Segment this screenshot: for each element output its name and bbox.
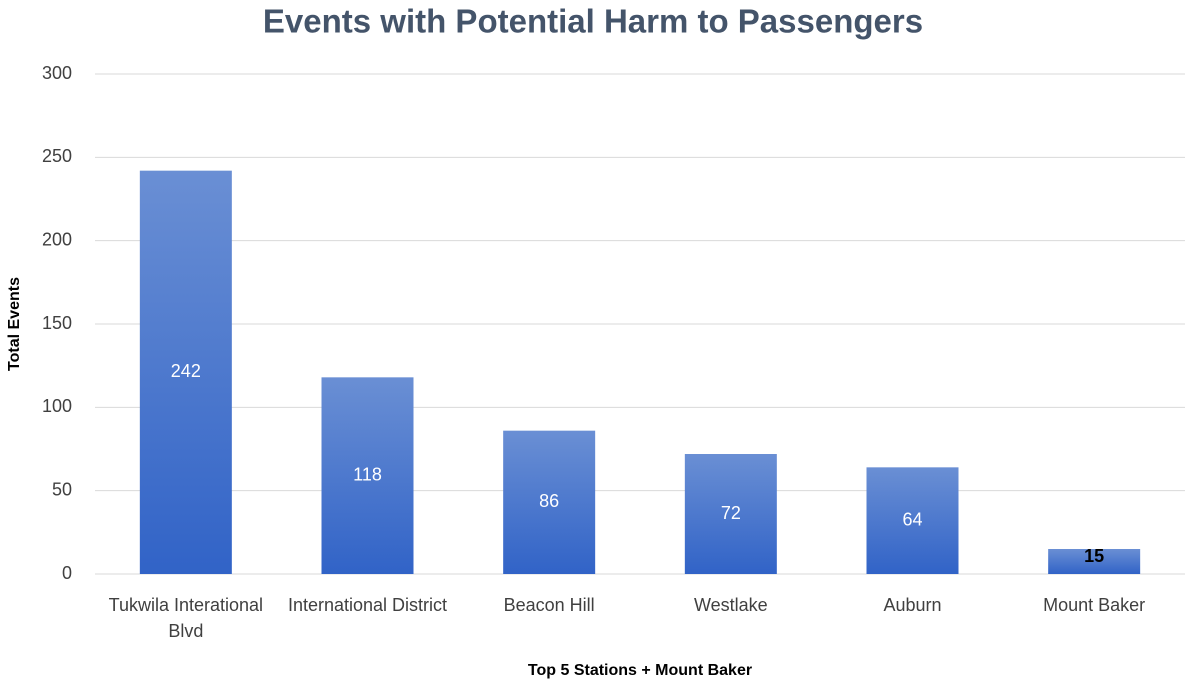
data-label: 72 <box>721 503 741 523</box>
x-tick-label: Mount Baker <box>1043 595 1146 615</box>
bar <box>1048 549 1141 574</box>
y-tick-label: 0 <box>62 563 72 583</box>
x-tick-label: Beacon Hill <box>503 595 595 615</box>
x-axis-title: Top 5 Stations + Mount Baker <box>528 662 752 679</box>
bar <box>866 467 959 574</box>
data-label: 15 <box>1084 546 1104 566</box>
x-tick-label: Tukwila Interational Blvd <box>108 595 264 641</box>
y-tick-label: 150 <box>42 313 72 333</box>
x-tick-label: Auburn <box>883 595 942 615</box>
chart-title: Events with Potential Harm to Passengers <box>263 3 923 40</box>
y-tick-label: 50 <box>52 479 72 499</box>
data-label: 118 <box>353 464 382 484</box>
data-label: 86 <box>539 491 559 511</box>
bar <box>321 377 414 574</box>
bar <box>139 170 232 574</box>
x-tick-label: International District <box>287 595 448 615</box>
bar <box>503 430 596 574</box>
y-tick-label: 250 <box>42 146 72 166</box>
x-tick-label: Westlake <box>693 595 768 615</box>
y-tick-label: 100 <box>42 396 72 416</box>
data-label: 242 <box>171 361 201 381</box>
y-axis-title: Total Events <box>6 277 23 371</box>
y-tick-label: 200 <box>42 229 72 249</box>
y-tick-label: 300 <box>42 63 72 83</box>
data-label: 64 <box>902 509 922 529</box>
bar <box>684 454 777 574</box>
